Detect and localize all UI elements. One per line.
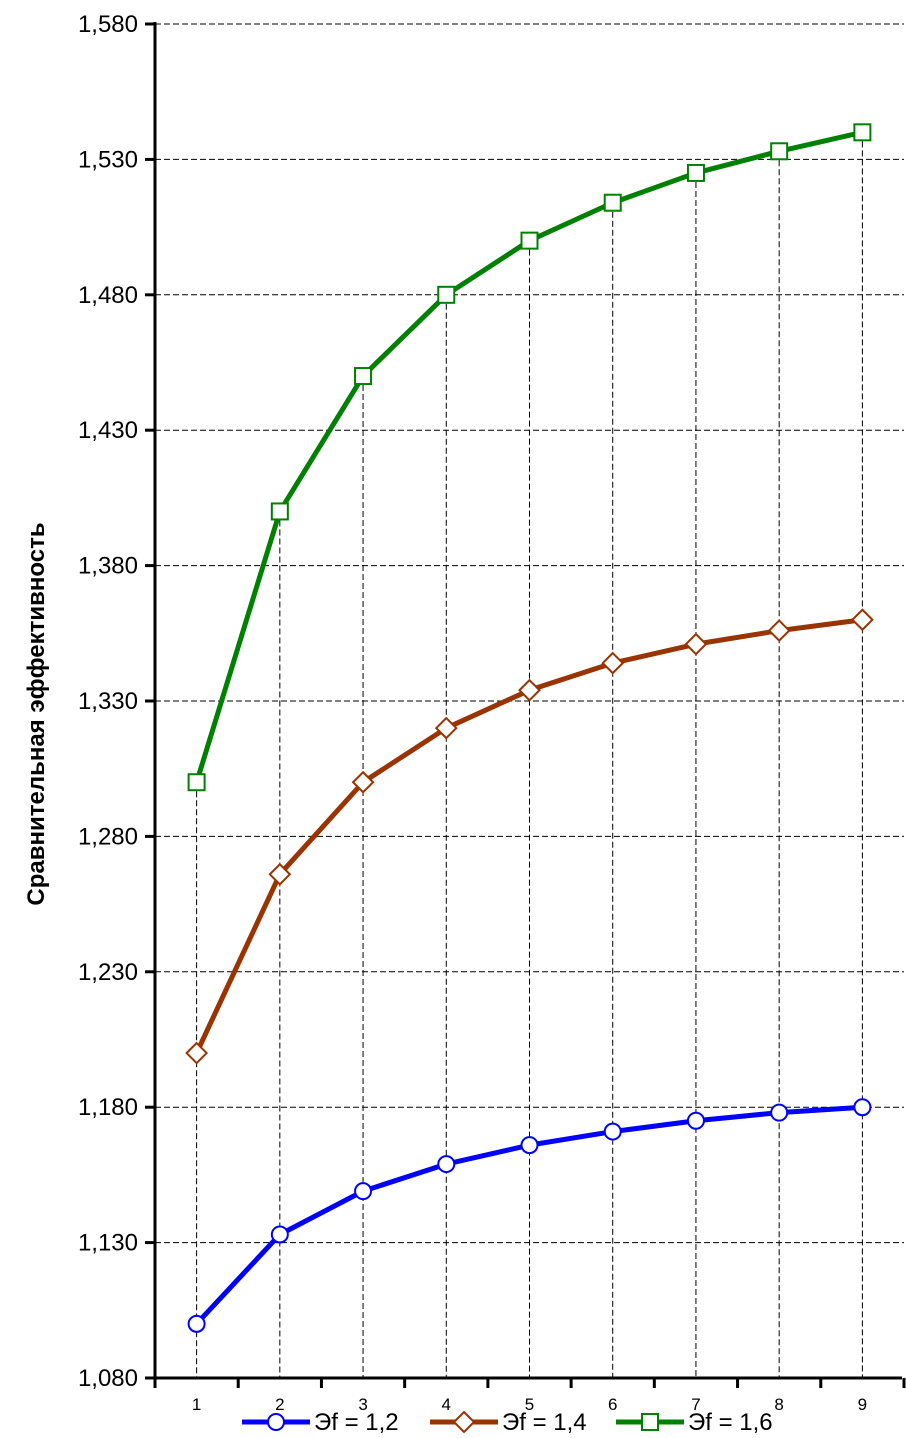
data-point	[187, 773, 206, 792]
data-point	[686, 1111, 705, 1130]
data-point	[686, 163, 705, 182]
data-point	[434, 716, 458, 740]
grid-lines	[155, 23, 904, 1378]
data-point	[518, 678, 541, 702]
data-point	[268, 862, 292, 886]
data-point	[603, 193, 622, 212]
y-tick-label: 1,480	[78, 282, 138, 309]
data-point	[853, 1098, 872, 1117]
x-tick-label: 8	[774, 1395, 783, 1414]
legend-item: Эf = 1,6	[616, 1409, 773, 1436]
tick-labels: 1,080 1,130 1,180 1,230 1,280 1,330 1,380 1,430…	[78, 11, 867, 1414]
legend-item: Эf = 1,4	[430, 1409, 587, 1436]
x-tick-label: 6	[608, 1395, 617, 1414]
legend-marker	[267, 1413, 285, 1431]
data-point	[354, 367, 373, 386]
legend-label: Эf = 1,6	[688, 1409, 773, 1436]
y-tick-label: 1,330	[78, 688, 138, 715]
data-point	[437, 1155, 456, 1174]
legend-marker	[641, 1413, 659, 1431]
y-tick-label: 1,180	[78, 1094, 138, 1121]
legend-marker	[452, 1410, 476, 1434]
data-point	[354, 1182, 373, 1201]
legend-item: Эf = 1,2	[242, 1409, 399, 1436]
data-point	[770, 1103, 789, 1122]
data-point	[187, 1314, 206, 1333]
data-point	[270, 502, 289, 521]
legend: Эf = 1,2 Эf = 1,4 Эf = 1,6	[242, 1409, 773, 1436]
data-point	[520, 1136, 539, 1155]
x-tick-label: 3	[358, 1395, 367, 1414]
y-tick-label: 1,430	[78, 417, 138, 444]
y-tick-label: 1,280	[78, 823, 138, 850]
data-point	[853, 123, 872, 142]
y-axis-label: Сравнительная эффективность	[23, 522, 50, 905]
y-tick-label: 1,130	[78, 1230, 138, 1257]
data-point	[601, 651, 625, 675]
x-tick-label: 1	[192, 1395, 201, 1414]
data-point	[185, 1041, 209, 1065]
series-lines	[185, 123, 874, 1333]
legend-label: Эf = 1,2	[314, 1409, 399, 1436]
y-tick-label: 1,580	[78, 11, 138, 38]
data-point	[767, 619, 791, 643]
x-tick-label: 2	[275, 1395, 284, 1414]
axes	[145, 22, 906, 1388]
data-point	[770, 142, 789, 161]
data-point	[351, 770, 375, 794]
y-tick-label: 1,230	[78, 959, 138, 986]
data-point	[684, 632, 708, 656]
data-point	[603, 1122, 622, 1141]
data-point	[270, 1225, 289, 1244]
legend-label: Эf = 1,4	[502, 1409, 587, 1436]
data-point	[850, 608, 874, 632]
data-point	[520, 231, 539, 250]
y-tick-label: 1,080	[78, 1365, 138, 1392]
y-tick-label: 1,380	[78, 553, 138, 580]
x-tick-label: 9	[858, 1395, 867, 1414]
x-tick-label: 4	[442, 1395, 451, 1414]
data-point	[437, 285, 456, 304]
y-tick-label: 1,530	[78, 146, 138, 173]
x-tick-label: 5	[525, 1395, 534, 1414]
x-tick-label: 7	[691, 1395, 700, 1414]
